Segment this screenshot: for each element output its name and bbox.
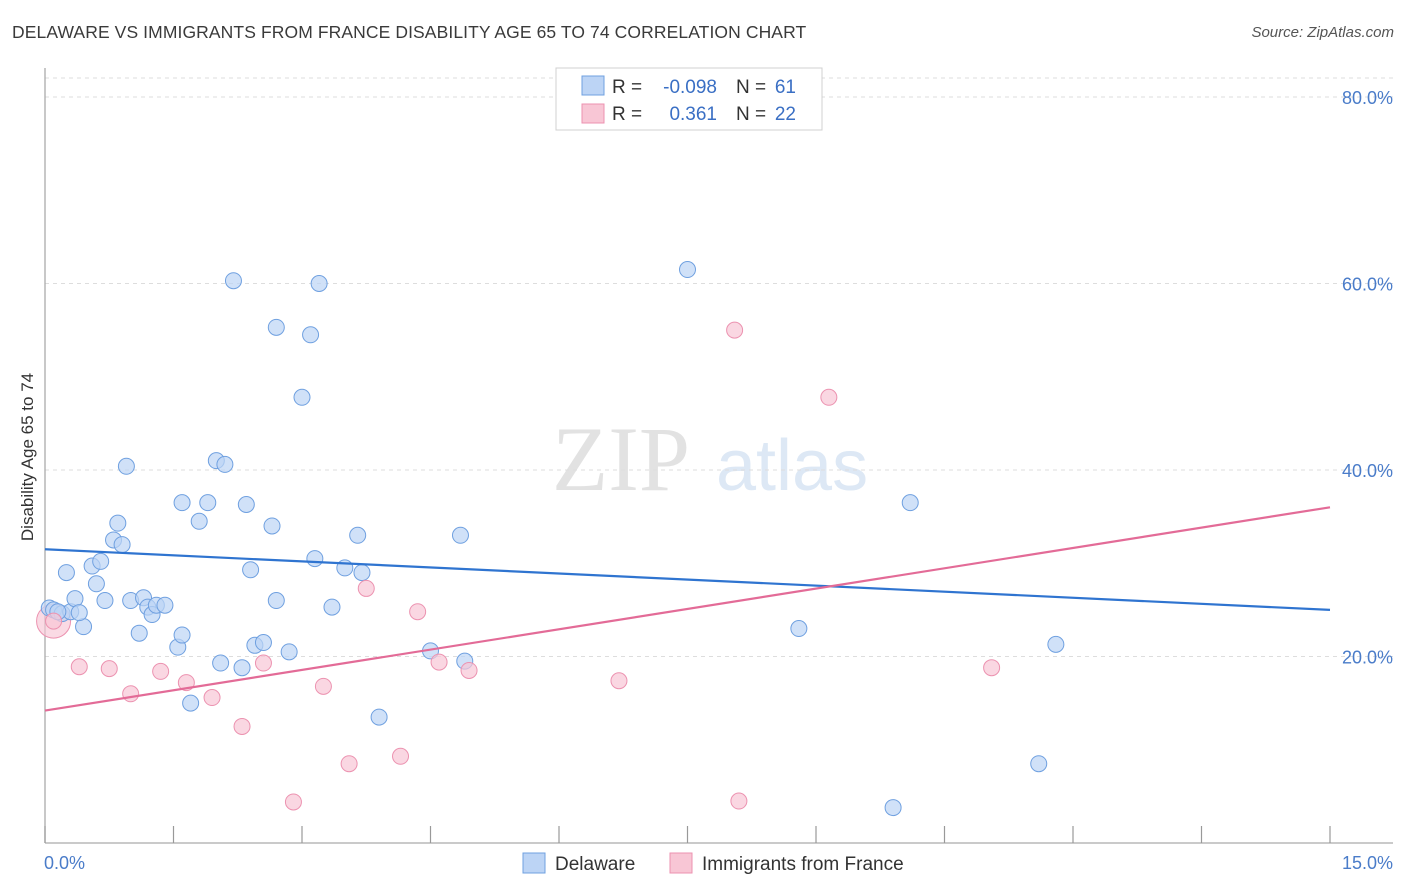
y-tick-label: 60.0% <box>1342 275 1393 295</box>
legend-r-value-france: 0.361 <box>669 104 717 125</box>
france-point <box>152 662 170 680</box>
legend-r-value-delaware: -0.098 <box>663 77 717 98</box>
x-tick-label: 15.0% <box>1342 853 1393 873</box>
delaware-point <box>113 536 131 554</box>
delaware-point <box>242 561 260 579</box>
delaware-point <box>306 550 324 568</box>
france-point <box>460 661 478 679</box>
france-point <box>409 603 427 621</box>
trend-lines <box>44 506 1331 712</box>
bottom-legend-label-france: Immigrants from France <box>702 854 904 875</box>
france-point <box>357 579 375 597</box>
chart-source: Source: ZipAtlas.com <box>1251 24 1394 41</box>
delaware-point <box>310 275 328 292</box>
delaware-point <box>117 457 135 475</box>
france-point <box>100 660 118 678</box>
france-point <box>730 792 748 810</box>
delaware-point <box>57 564 75 582</box>
y-tick-label: 80.0% <box>1342 88 1393 108</box>
legend-swatch-france <box>581 103 605 124</box>
delaware-point <box>70 604 88 622</box>
delaware-point <box>267 318 285 336</box>
legend-swatch-delaware <box>581 75 605 96</box>
watermark-zip: ZIP <box>552 408 690 510</box>
delaware-point <box>451 526 469 544</box>
bottom-legend-label-delaware: Delaware <box>555 854 635 875</box>
delaware-point <box>212 654 230 672</box>
series-legend: Delaware Immigrants from France <box>522 852 904 875</box>
france-point <box>610 672 628 690</box>
delaware-point <box>92 552 110 570</box>
legend-n-value-delaware: 61 <box>775 77 796 98</box>
delaware-point <box>884 799 902 817</box>
delaware-point <box>199 494 217 512</box>
chart-title: DELAWARE VS IMMIGRANTS FROM FRANCE DISAB… <box>12 22 807 42</box>
bottom-legend-swatch-delaware <box>522 852 546 874</box>
delaware-point <box>267 592 285 610</box>
delaware-point <box>182 694 200 712</box>
france-point <box>820 388 838 406</box>
france-point <box>392 747 410 765</box>
delaware-point <box>190 512 208 530</box>
delaware-point <box>370 708 388 726</box>
stats-legend: R = -0.098 N = 61 R = 0.361 N = 22 <box>555 67 823 131</box>
delaware-trend-line <box>44 548 1331 611</box>
delaware-point <box>1030 755 1048 773</box>
delaware-point <box>353 564 371 582</box>
delaware-point <box>173 626 191 644</box>
delaware-point <box>156 596 174 614</box>
legend-n-value-france: 22 <box>775 104 796 125</box>
france-point <box>284 793 302 811</box>
france-point <box>983 659 1001 677</box>
delaware-point <box>263 517 281 535</box>
france-point <box>314 677 332 695</box>
france-point <box>70 658 88 676</box>
france-point <box>122 685 140 703</box>
france-point <box>254 654 272 672</box>
delaware-point <box>173 494 191 512</box>
delaware-point <box>96 592 114 610</box>
legend-r-label-france: R = <box>612 104 642 125</box>
delaware-point <box>237 496 255 514</box>
delaware-point <box>790 620 808 638</box>
legend-r-label-delaware: R = <box>612 77 642 98</box>
delaware-point <box>216 455 234 473</box>
france-point <box>430 653 448 671</box>
delaware-point <box>1047 635 1065 653</box>
delaware-point <box>224 272 242 290</box>
france-point <box>203 689 221 707</box>
delaware-point <box>109 514 127 532</box>
delaware-point <box>901 494 919 512</box>
delaware-point <box>254 634 272 652</box>
data-points <box>36 261 1065 817</box>
france-trend-line <box>44 506 1331 712</box>
delaware-point <box>233 659 251 677</box>
delaware-point <box>323 598 341 616</box>
y-tick-label: 20.0% <box>1342 648 1393 668</box>
france-point <box>233 717 251 735</box>
legend-n-label-delaware: N = <box>736 77 766 98</box>
axes <box>44 68 1393 844</box>
france-point <box>726 321 744 339</box>
france-point <box>45 612 63 630</box>
delaware-point <box>302 326 320 344</box>
bottom-legend-swatch-france <box>669 852 693 874</box>
watermark-atlas: atlas <box>716 426 868 506</box>
delaware-point <box>130 624 148 642</box>
y-axis-title: Disability Age 65 to 74 <box>18 373 37 541</box>
delaware-point <box>280 643 298 661</box>
delaware-point <box>293 388 311 406</box>
france-point <box>340 755 358 773</box>
y-tick-label: 40.0% <box>1342 461 1393 481</box>
legend-n-label-france: N = <box>736 104 766 125</box>
x-tick-label: 0.0% <box>44 853 85 873</box>
delaware-point <box>87 575 105 593</box>
delaware-point <box>349 526 367 544</box>
delaware-point <box>679 261 696 279</box>
tick-labels: 20.0% 40.0% 60.0% 80.0% 0.0% 15.0% <box>44 88 1393 873</box>
